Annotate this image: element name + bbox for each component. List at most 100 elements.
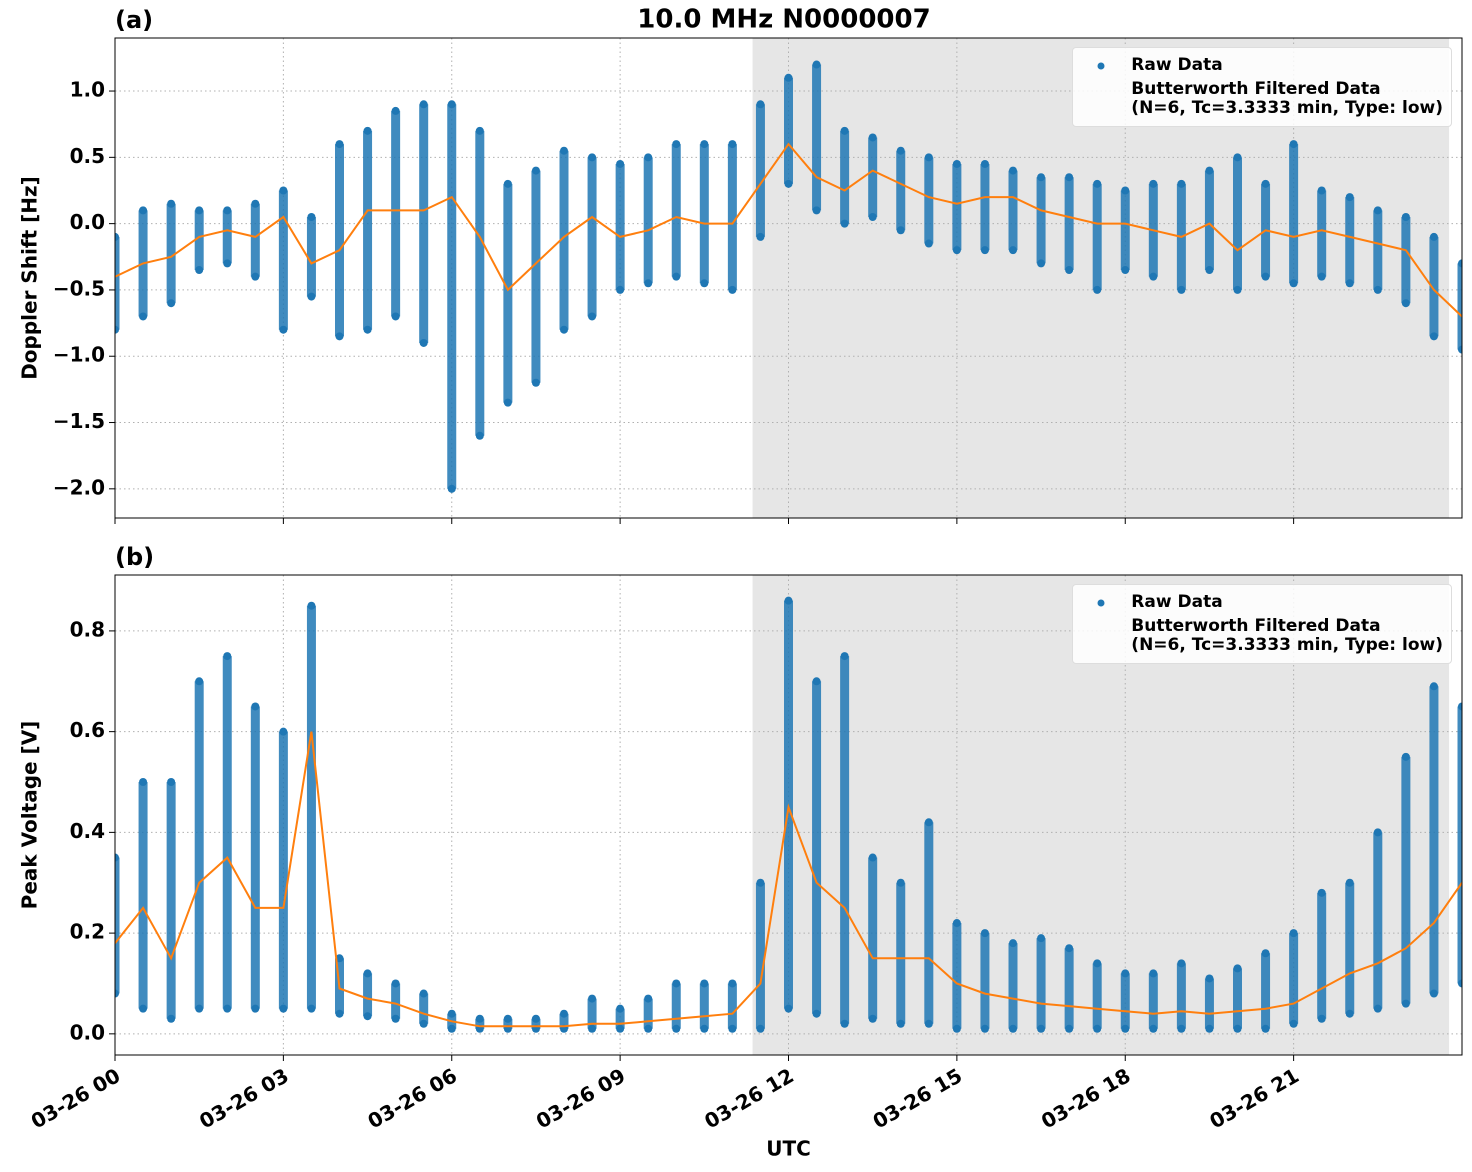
raw-point [728,285,737,294]
raw-point [1401,752,1410,761]
raw-point [115,853,119,862]
raw-point [756,878,765,887]
raw-point [279,727,288,736]
raw-point [924,239,933,248]
raw-point [1037,173,1046,182]
y-tick-label: 0.8 [70,617,105,641]
raw-point [728,979,737,988]
raw-point [868,1014,877,1023]
plot-area [115,596,1462,1033]
plot-area [115,60,1462,493]
raw-point [1009,246,1017,255]
legend: Raw Data Butterworth Filtered Data (N=6, … [1072,47,1452,127]
raw-point [167,778,176,787]
raw-point [644,1024,653,1033]
raw-point [195,677,204,686]
raw-point [1121,186,1130,195]
raw-point [447,484,456,493]
raw-point [1401,213,1410,222]
raw-point [139,312,148,321]
raw-point [167,1014,176,1023]
y-tick-label: 0.2 [70,920,105,944]
raw-point [728,140,737,149]
raw-point [1205,974,1214,983]
y-axis-label: Doppler Shift [Hz] [18,176,42,380]
y-tick-label: −1.0 [53,343,105,367]
legend-dot [1097,599,1105,607]
legend-key [1081,593,1121,615]
raw-point [363,1012,372,1021]
raw-point [812,1009,821,1018]
raw-point [1429,682,1438,691]
raw-point [560,1009,568,1018]
raw-point [1177,179,1186,188]
raw-point [531,166,540,175]
raw-point [1345,193,1354,202]
raw-point [1289,140,1298,149]
raw-point [952,1024,961,1033]
legend-marker [1085,107,1120,109]
raw-point [531,378,540,387]
raw-point [251,272,260,281]
raw-point [1093,285,1102,294]
raw-point [1149,272,1158,281]
raw-point [391,106,400,115]
raw-point [335,332,344,341]
raw-point [952,919,961,928]
filtered-line [115,142,1462,318]
raw-point [391,1014,400,1023]
raw-point [1401,299,1410,308]
raw-point [475,431,484,440]
raw-point [1177,959,1186,968]
raw-point [840,126,849,135]
raw-point [1317,186,1326,195]
raw-point [1121,1024,1130,1033]
raw-point [868,213,877,222]
raw-point [1093,179,1102,188]
raw-point [1177,1024,1186,1033]
raw-point [616,1024,625,1033]
raw-point [840,219,849,228]
raw-point [896,146,905,155]
y-tick-label: −0.5 [53,276,105,300]
raw-point [1429,989,1438,998]
raw-point [1458,979,1462,988]
raw-point [335,140,344,149]
legend-label: Raw Data [1131,592,1223,612]
raw-point [728,1024,737,1033]
raw-point [1261,179,1270,188]
filtered-line [115,731,1462,1028]
raw-point [588,1024,597,1033]
x-tick-label: 03-26 12 [700,1063,798,1133]
raw-point [560,325,568,334]
x-tick-label: 03-26 15 [869,1063,967,1133]
raw-point [896,226,905,235]
raw-point [1317,1014,1326,1023]
raw-point [896,1019,905,1028]
raw-point [447,1024,456,1033]
raw-point [195,266,204,275]
raw-point [1233,964,1242,973]
raw-point [1233,285,1242,294]
y-tick-label: −2.0 [53,475,105,499]
legend-dot [1097,62,1105,70]
x-tick-label: 03-26 03 [195,1063,293,1133]
raw-point [1373,828,1382,837]
raw-point [167,299,176,308]
raw-point [1261,1024,1270,1033]
legend-marker [1085,644,1120,646]
legend-label: Raw Data [1131,55,1223,75]
legend-entry: Raw Data [1081,593,1443,615]
raw-point [1289,279,1298,288]
raw-point [251,1004,260,1013]
raw-point [1233,1024,1242,1033]
raw-point [391,312,400,321]
raw-point [1345,279,1354,288]
raw-point [896,878,905,887]
raw-point [784,73,793,82]
legend-entry: Raw Data [1081,56,1443,78]
raw-point [1458,702,1462,711]
raw-point [1429,332,1438,341]
raw-point [812,60,821,69]
